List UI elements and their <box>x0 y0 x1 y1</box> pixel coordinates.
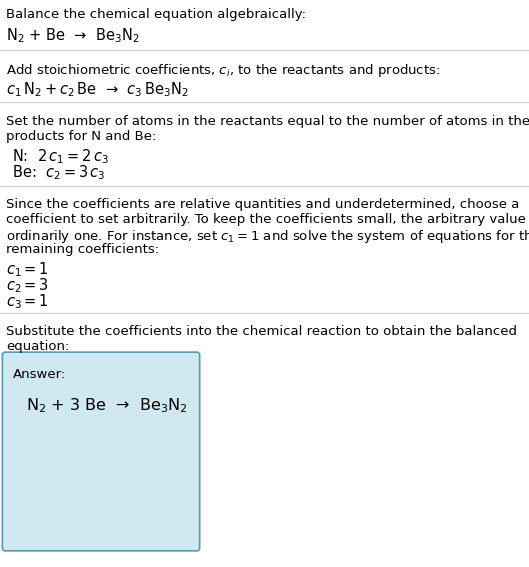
Text: N:  $2\,c_1 = 2\,c_3$: N: $2\,c_1 = 2\,c_3$ <box>12 147 109 166</box>
Text: Substitute the coefficients into the chemical reaction to obtain the balanced: Substitute the coefficients into the che… <box>6 325 517 338</box>
Text: $c_1\,\mathregular{N_2} + c_2\,\mathregular{Be}$  →  $c_3\,\mathregular{Be_3N_2}: $c_1\,\mathregular{N_2} + c_2\,\mathregu… <box>6 80 189 99</box>
Text: Be:  $c_2 = 3\,c_3$: Be: $c_2 = 3\,c_3$ <box>12 163 105 181</box>
Text: Answer:: Answer: <box>13 368 66 381</box>
Text: Add stoichiometric coefficients, $c_i$, to the reactants and products:: Add stoichiometric coefficients, $c_i$, … <box>6 62 441 79</box>
Text: ordinarily one. For instance, set $c_1 = 1$ and solve the system of equations fo: ordinarily one. For instance, set $c_1 =… <box>6 228 529 245</box>
Text: $c_3 = 1$: $c_3 = 1$ <box>6 292 49 311</box>
Text: equation:: equation: <box>6 340 70 353</box>
Text: $\mathregular{N_2}$ + 3 Be  →  $\mathregular{Be_3N_2}$: $\mathregular{N_2}$ + 3 Be → $\mathregul… <box>26 396 188 414</box>
Text: coefficient to set arbitrarily. To keep the coefficients small, the arbitrary va: coefficient to set arbitrarily. To keep … <box>6 213 529 226</box>
Text: Set the number of atoms in the reactants equal to the number of atoms in the: Set the number of atoms in the reactants… <box>6 115 529 128</box>
Text: $\mathregular{N_2}$ + Be  →  $\mathregular{Be_3N_2}$: $\mathregular{N_2}$ + Be → $\mathregular… <box>6 26 141 45</box>
Text: products for N and Be:: products for N and Be: <box>6 130 157 143</box>
Text: $c_2 = 3$: $c_2 = 3$ <box>6 276 49 295</box>
Text: $c_1 = 1$: $c_1 = 1$ <box>6 260 49 279</box>
Text: Since the coefficients are relative quantities and underdetermined, choose a: Since the coefficients are relative quan… <box>6 198 519 211</box>
Text: Balance the chemical equation algebraically:: Balance the chemical equation algebraica… <box>6 8 306 21</box>
Text: remaining coefficients:: remaining coefficients: <box>6 243 159 256</box>
